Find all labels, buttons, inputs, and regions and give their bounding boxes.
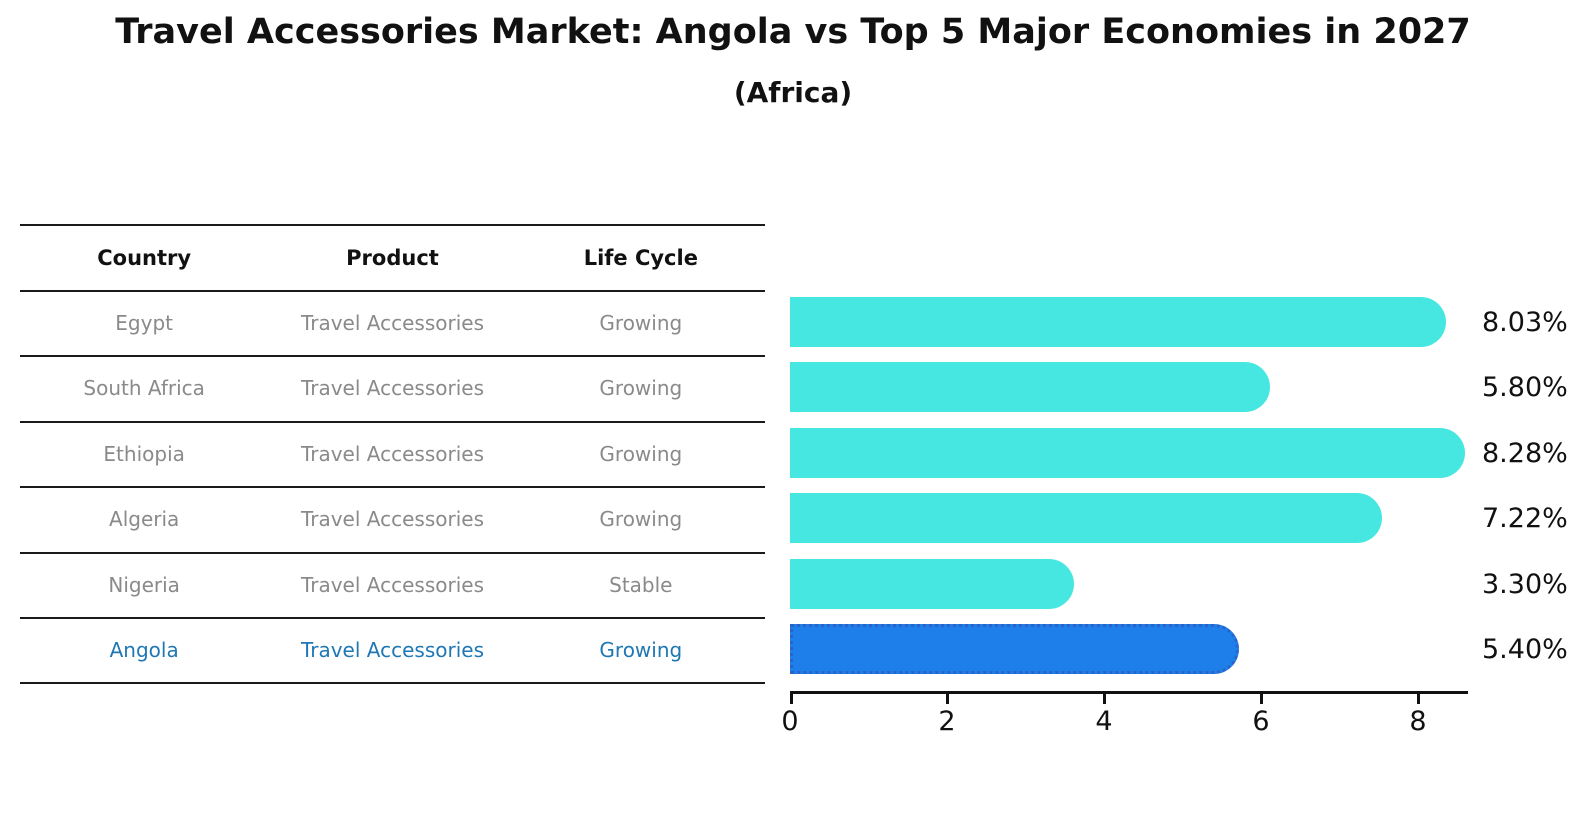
- country-table: Country Product Life Cycle Egypt Travel A…: [20, 224, 765, 685]
- table-cell-lifecycle: Growing: [599, 441, 683, 466]
- bar-value-labels: 8.03% 5.80% 8.28% 7.22% 3.30% 5.40%: [1482, 290, 1586, 682]
- table-row-angola: Angola Travel Accessories Growing: [20, 619, 765, 685]
- bar-angola: [790, 623, 1239, 674]
- table-row-algeria: Algeria Travel Accessories Growing: [20, 488, 765, 554]
- table-header-row: Country Product Life Cycle: [20, 226, 765, 292]
- bar-chart-plot-area: [790, 290, 1470, 682]
- table-cell-product: Travel Accessories: [300, 311, 484, 335]
- chart-subtitle: (Africa): [733, 76, 853, 109]
- bar-value-label-algeria: 7.22%: [1482, 503, 1568, 535]
- table-row-egypt: Egypt Travel Accessories Growing: [20, 292, 765, 358]
- bar-value-label-angola: 5.40%: [1482, 633, 1568, 665]
- table-cell-country: Nigeria: [108, 572, 180, 597]
- table-header-lifecycle: Life Cycle: [583, 246, 698, 270]
- table-cell-product: Travel Accessories: [300, 637, 484, 662]
- x-axis: 0 2 4 6 8: [781, 691, 1468, 744]
- x-axis-tick-label: 2: [938, 706, 956, 737]
- bar-algeria: [790, 493, 1382, 544]
- bar-row: [790, 552, 1470, 617]
- bar-value-label-south-africa: 5.80%: [1482, 372, 1568, 404]
- x-axis-tick-mark: [1103, 694, 1106, 704]
- x-axis-tick-mark: [946, 694, 949, 704]
- table-cell-lifecycle: Stable: [609, 572, 673, 597]
- chart-title: Travel Accessories Market: Angola vs Top…: [115, 12, 1471, 52]
- x-axis-tick-label: 8: [1409, 706, 1427, 737]
- table-header-product: Product: [346, 246, 439, 270]
- bar-row: [790, 290, 1470, 355]
- bar-value-label-ethiopia: 8.28%: [1482, 437, 1568, 469]
- table-cell-country: Angola: [109, 637, 179, 662]
- table-row-nigeria: Nigeria Travel Accessories Stable: [20, 554, 765, 619]
- table-cell-product: Travel Accessories: [300, 441, 484, 466]
- table-cell-lifecycle: Growing: [599, 507, 683, 532]
- x-axis-tick-label: 4: [1095, 706, 1113, 737]
- table-cell-country: Egypt: [115, 311, 174, 335]
- table-cell-lifecycle: Growing: [599, 637, 683, 662]
- table-cell-country: Algeria: [109, 507, 180, 532]
- x-axis-tick-mark: [1260, 694, 1263, 704]
- x-axis-tick-label: 0: [781, 706, 799, 737]
- bar-value-label-egypt: 8.03%: [1482, 307, 1568, 338]
- bar-south-africa: [790, 362, 1270, 413]
- table-cell-lifecycle: Growing: [599, 311, 683, 335]
- bar-egypt: [790, 297, 1446, 347]
- table-cell-product: Travel Accessories: [300, 507, 484, 532]
- table-header-country: Country: [97, 246, 192, 270]
- bar-row: [790, 486, 1470, 551]
- table-row-ethiopia: Ethiopia Travel Accessories Growing: [20, 423, 765, 489]
- bar-nigeria: [790, 558, 1074, 609]
- bar-row: [790, 617, 1470, 682]
- x-axis-tick-mark: [790, 694, 793, 704]
- bar-row: [790, 421, 1470, 486]
- bar-row: [790, 355, 1470, 420]
- x-axis-tick-label: 6: [1252, 706, 1270, 737]
- table-row-south-africa: South Africa Travel Accessories Growing: [20, 357, 765, 423]
- table-cell-product: Travel Accessories: [300, 572, 484, 597]
- table-body: Egypt Travel Accessories Growing South Afri…: [20, 292, 765, 685]
- table-cell-country: South Africa: [83, 376, 205, 401]
- table-cell-product: Travel Accessories: [300, 376, 484, 401]
- table-cell-lifecycle: Growing: [599, 376, 683, 401]
- x-axis-tick-mark: [1417, 694, 1420, 704]
- bar-ethiopia: [790, 427, 1465, 478]
- table-cell-country: Ethiopia: [103, 441, 185, 466]
- bar-value-label-nigeria: 3.30%: [1482, 568, 1568, 600]
